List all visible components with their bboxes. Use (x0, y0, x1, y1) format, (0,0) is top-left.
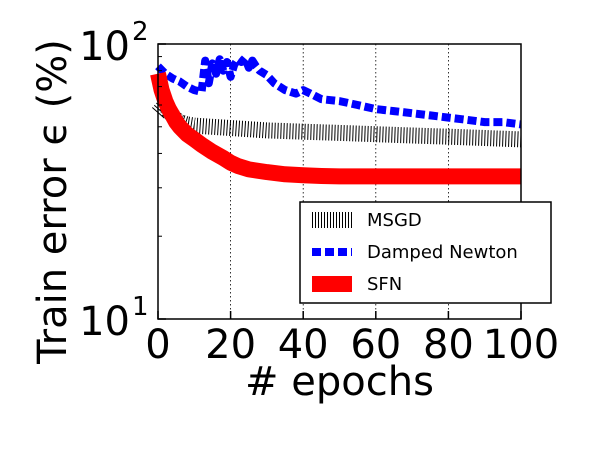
y-tick-label: 10 (79, 24, 130, 70)
legend-label: MSGD (367, 210, 422, 231)
x-tick-label: 100 (483, 322, 559, 368)
x-tick-label: 60 (350, 322, 401, 368)
legend: MSGD Damped Newton SFN (299, 201, 552, 304)
x-axis-ticks: 0 20 40 60 80 100 (145, 311, 559, 368)
x-tick-label: 0 (145, 322, 170, 368)
plot-frame (157, 43, 522, 320)
x-axis-title: # epochs (245, 359, 434, 405)
series-line-sfn (150, 71, 521, 185)
legend-label: SFN (367, 274, 402, 295)
x-tick-label: 20 (205, 322, 256, 368)
y-tick-exponent: 1 (132, 292, 149, 322)
series-line-msgd (151, 97, 522, 148)
y-tick-exponent: 2 (132, 17, 149, 47)
series-line-damped-newton (155, 53, 522, 129)
series-layer (150, 53, 522, 185)
legend-label: Damped Newton (367, 242, 518, 263)
y-tick-label: 10 (79, 299, 130, 345)
x-tick-label: 80 (423, 322, 474, 368)
y-tick-base: 10 (79, 24, 130, 70)
y-tick-base: 10 (79, 299, 130, 345)
y-axis-title: Train error ϵ (%) (30, 39, 76, 365)
x-tick-label: 40 (278, 322, 329, 368)
